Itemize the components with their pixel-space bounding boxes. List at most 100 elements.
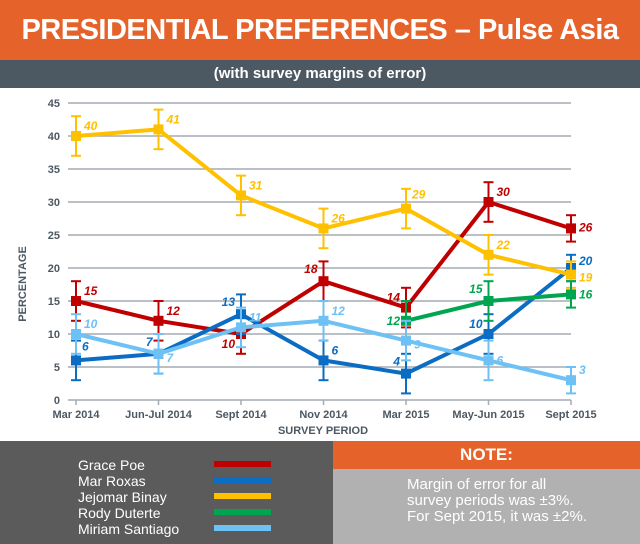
data-label: 30 xyxy=(497,185,511,199)
legend-item: Grace Poe xyxy=(78,456,298,474)
legend-swatch xyxy=(214,477,271,483)
data-point xyxy=(566,223,576,234)
data-label: 7 xyxy=(146,335,154,349)
y-tick-label: 30 xyxy=(48,197,60,209)
legend-swatch xyxy=(214,493,271,499)
data-label: 10 xyxy=(84,317,98,331)
x-tick-label: Sept 2014 xyxy=(215,409,267,421)
data-label: 15 xyxy=(469,282,483,296)
data-point xyxy=(483,355,494,366)
data-label: 10 xyxy=(222,337,236,351)
legend-item: Mar Roxas xyxy=(78,472,298,490)
data-label: 13 xyxy=(222,295,236,309)
legend-label: Mar Roxas xyxy=(78,473,146,489)
data-label: 6 xyxy=(82,339,89,353)
y-tick-label: 40 xyxy=(48,131,60,143)
data-label: 12 xyxy=(332,304,346,318)
data-point xyxy=(71,329,81,339)
series-jejomar-binay: 40 41 31 26 29 22 19 xyxy=(71,108,593,289)
note-line: Margin of error for all xyxy=(407,476,547,493)
data-point xyxy=(318,223,329,234)
data-label: 22 xyxy=(496,238,511,252)
x-tick-label: Nov 2014 xyxy=(299,409,348,421)
data-label: 31 xyxy=(249,178,263,192)
data-label: 12 xyxy=(167,304,181,318)
data-point xyxy=(566,289,576,300)
data-label: 26 xyxy=(578,220,593,234)
legend-item: Jejomar Binay xyxy=(78,488,298,506)
legend-swatch xyxy=(214,509,271,515)
data-label: 20 xyxy=(578,254,593,268)
data-point xyxy=(71,355,81,366)
data-label: 41 xyxy=(166,112,181,126)
y-tick-label: 20 xyxy=(48,263,60,275)
chart-title: PRESIDENTIAL PREFERENCES – Pulse Asia xyxy=(0,0,640,60)
legend-swatch xyxy=(214,525,271,531)
x-tick-label: Mar 2015 xyxy=(382,409,429,421)
y-tick-label: 45 xyxy=(48,98,60,110)
legend-label: Jejomar Binay xyxy=(78,489,167,505)
data-label: 3 xyxy=(579,363,586,377)
legend-item: Miriam Santiago xyxy=(78,520,298,538)
data-label: 29 xyxy=(411,188,426,202)
data-point xyxy=(483,197,494,207)
data-point xyxy=(236,190,246,201)
data-label: 12 xyxy=(387,314,401,328)
data-point xyxy=(153,348,164,359)
data-point xyxy=(401,368,411,379)
data-point xyxy=(483,329,494,339)
data-point xyxy=(483,249,494,260)
data-label: 7 xyxy=(167,351,175,365)
data-point xyxy=(566,375,576,386)
x-tick-label: May-Jun 2015 xyxy=(452,409,524,421)
y-tick-label: 15 xyxy=(48,296,60,308)
data-point xyxy=(318,315,329,326)
data-label: 18 xyxy=(304,262,318,276)
series-miriam-santiago: 10 7 11 12 9 6 3 xyxy=(71,300,586,395)
y-tick-label: 10 xyxy=(48,329,60,341)
y-tick-label: 0 xyxy=(54,395,60,407)
data-label: 15 xyxy=(84,284,98,298)
data-label: 6 xyxy=(497,353,504,367)
note-title: NOTE: xyxy=(333,441,640,469)
legend-label: Rody Duterte xyxy=(78,505,161,521)
x-tick-label: Mar 2014 xyxy=(52,409,100,421)
note-box: NOTE: Margin of error for all survey per… xyxy=(333,441,640,544)
legend-label: Grace Poe xyxy=(78,457,145,473)
data-point xyxy=(318,355,329,366)
note-line: survey periods was ±3%. xyxy=(407,492,574,509)
y-tick-label: 5 xyxy=(54,362,60,374)
legend-label: Miriam Santiago xyxy=(78,521,180,537)
x-tick-label: Sept 2015 xyxy=(545,409,596,421)
data-label: 14 xyxy=(387,291,401,305)
data-point xyxy=(401,203,411,214)
data-label: 4 xyxy=(392,355,400,369)
data-label: 16 xyxy=(579,287,593,301)
y-tick-label: 25 xyxy=(48,230,60,242)
data-label: 11 xyxy=(249,310,262,324)
legend-swatch xyxy=(214,461,271,467)
x-tick-label: Jun-Jul 2014 xyxy=(125,409,193,421)
data-label: 40 xyxy=(83,119,98,133)
data-point xyxy=(401,335,411,346)
y-tick-label: 35 xyxy=(48,164,60,176)
data-label: 10 xyxy=(469,317,483,331)
line-chart: 0 5 10 15 20 25 30 35 40 45 Mar 2014 Jun-Jul 2014 S… xyxy=(17,98,597,437)
data-label: 19 xyxy=(579,271,593,285)
data-point xyxy=(153,315,164,326)
data-point xyxy=(71,131,81,141)
data-label: 26 xyxy=(331,211,346,225)
note-body: Margin of error for all survey periods w… xyxy=(333,469,617,525)
legend: Grace Poe Mar Roxas Jejomar Binay Rody Dute… xyxy=(0,441,333,544)
data-label: 6 xyxy=(332,343,339,357)
x-axis-label: SURVEY PERIOD xyxy=(278,425,368,437)
data-point xyxy=(236,322,246,333)
data-label: 9 xyxy=(414,338,421,352)
data-point xyxy=(71,296,81,306)
data-point xyxy=(566,269,576,280)
data-point xyxy=(153,124,164,135)
data-point xyxy=(483,296,494,306)
y-axis-label: PERCENTAGE xyxy=(17,246,29,322)
note-line: For Sept 2015, it was ±2%. xyxy=(407,508,587,525)
chart-subtitle: (with survey margins of error) xyxy=(0,60,640,88)
